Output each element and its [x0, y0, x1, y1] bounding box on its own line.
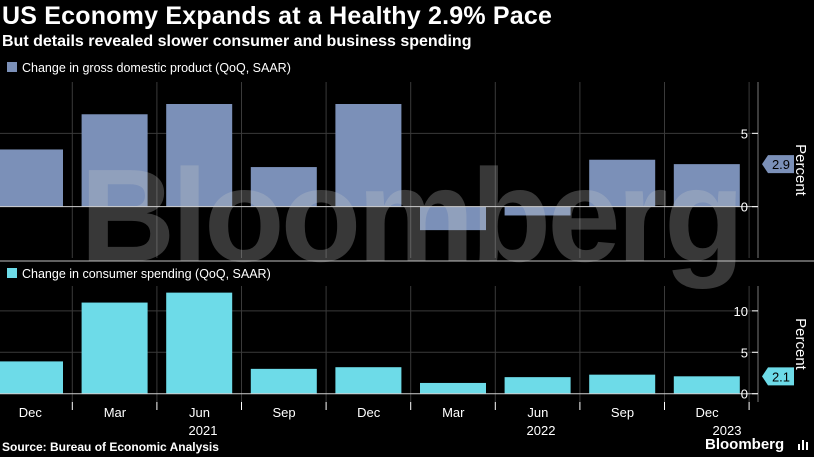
consumer-bar — [166, 292, 233, 394]
chart-subtitle: But details revealed slower consumer and… — [2, 33, 472, 50]
consumer-bar — [335, 367, 402, 394]
x-tick-label: Mar — [442, 405, 465, 420]
y-tick-label: 5 — [741, 345, 748, 360]
consumer-bar — [81, 302, 148, 394]
gdp-bar — [166, 104, 233, 207]
y-tick-label: 10 — [734, 304, 748, 319]
consumer-bar — [420, 382, 486, 394]
consumer-callout-value: 2.1 — [772, 369, 790, 384]
gdp-bar — [589, 159, 656, 207]
x-tick-label: Dec — [357, 405, 381, 420]
bar-chart-icon — [798, 440, 808, 450]
gdp-bar — [0, 149, 63, 207]
x-year-label: 2021 — [189, 423, 218, 438]
y-tick-label: 0 — [741, 387, 748, 402]
consumer-bar — [589, 374, 656, 394]
gdp-bar — [335, 104, 402, 207]
consumer-bar — [250, 368, 317, 394]
x-tick-label: Dec — [696, 405, 720, 420]
x-tick-label: Dec — [19, 405, 43, 420]
x-tick-label: Jun — [189, 405, 210, 420]
consumer-callout-box — [762, 367, 794, 386]
gdp-bar — [81, 114, 148, 207]
x-tick-label: Jun — [527, 405, 548, 420]
x-tick-label: Mar — [104, 405, 127, 420]
y-axis-title: Percent — [792, 144, 809, 197]
consumer-bar — [673, 376, 740, 394]
consumer-bar — [504, 377, 571, 394]
gdp-bar — [504, 206, 571, 216]
y-axis-title: Percent — [792, 318, 809, 371]
gdp-bar — [250, 167, 317, 207]
gdp-callout-value: 2.9 — [772, 157, 790, 172]
gdp-callout-box — [762, 155, 794, 174]
gdp-bar — [420, 206, 486, 231]
x-tick-label: Sep — [611, 405, 634, 420]
y-tick-label: 0 — [741, 200, 748, 215]
y-tick-label: 5 — [741, 126, 748, 141]
gdp-legend-swatch — [7, 62, 17, 72]
gdp-bar — [673, 164, 740, 207]
bloomberg-logo-text: Bloomberg — [705, 436, 785, 453]
source-note: Source: Bureau of Economic Analysis — [2, 440, 219, 454]
chart-title: US Economy Expands at a Healthy 2.9% Pac… — [2, 2, 553, 30]
x-year-label: 2023 — [713, 423, 742, 438]
consumer-legend-swatch — [7, 268, 17, 278]
consumer-legend-label: Change in consumer spending (QoQ, SAAR) — [22, 267, 271, 281]
x-year-label: 2022 — [527, 423, 556, 438]
consumer-bar — [0, 361, 63, 394]
gdp-legend-label: Change in gross domestic product (QoQ, S… — [22, 61, 291, 75]
x-tick-label: Sep — [273, 405, 296, 420]
